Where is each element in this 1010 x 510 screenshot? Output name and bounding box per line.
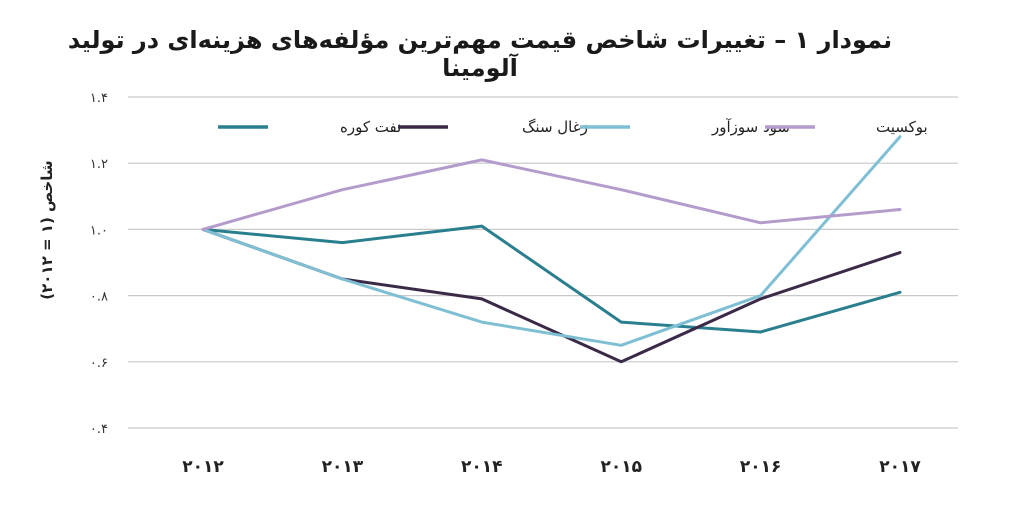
series-lines (201, 135, 902, 364)
y-tick-label: ۰.۴ (90, 422, 108, 437)
series-line-0 (201, 224, 902, 334)
chart-title: نمودار ۱ – تغییرات شاخص قیمت مهم‌ترین مؤ… (67, 26, 893, 82)
x-tick-label: ۲۰۱۳ (322, 457, 364, 477)
x-tick-label: ۲۰۱۶ (740, 457, 782, 477)
y-tick-label: ۱.۰ (90, 223, 108, 238)
x-tick-label: ۲۰۱۴ (461, 457, 503, 477)
y-tick-label: ۱.۴ (90, 91, 108, 106)
series-line-3 (201, 158, 902, 231)
grid-lines (128, 96, 958, 429)
x-tick-label: ۲۰۱۲ (182, 457, 224, 477)
y-tick-label: ۰.۸ (90, 290, 108, 305)
y-axis-label: شاخص (۱ = ۲۰۱۲) (38, 160, 56, 299)
legend: نفت کوره زغال سنگ سود سوزآور بوکسیت (218, 118, 928, 136)
legend-label-0: نفت کوره (340, 118, 401, 136)
legend-label-3: بوکسیت (876, 118, 928, 136)
legend-label-2: سود سوزآور (711, 118, 790, 136)
x-tick-label: ۲۰۱۷ (879, 457, 921, 477)
x-axis-ticks: ۲۰۱۲ ۲۰۱۳ ۲۰۱۴ ۲۰۱۵ ۲۰۱۶ ۲۰۱۷ (182, 457, 921, 477)
y-tick-label: ۰.۶ (90, 356, 108, 371)
legend-label-1: زغال سنگ (522, 118, 588, 136)
series-line-2 (201, 135, 902, 347)
x-tick-label: ۲۰۱۵ (600, 457, 642, 477)
y-tick-label: ۱.۲ (90, 157, 108, 172)
y-axis-ticks: ۰.۴ ۰.۶ ۰.۸ ۱.۰ ۱.۲ ۱.۴ (90, 91, 108, 437)
